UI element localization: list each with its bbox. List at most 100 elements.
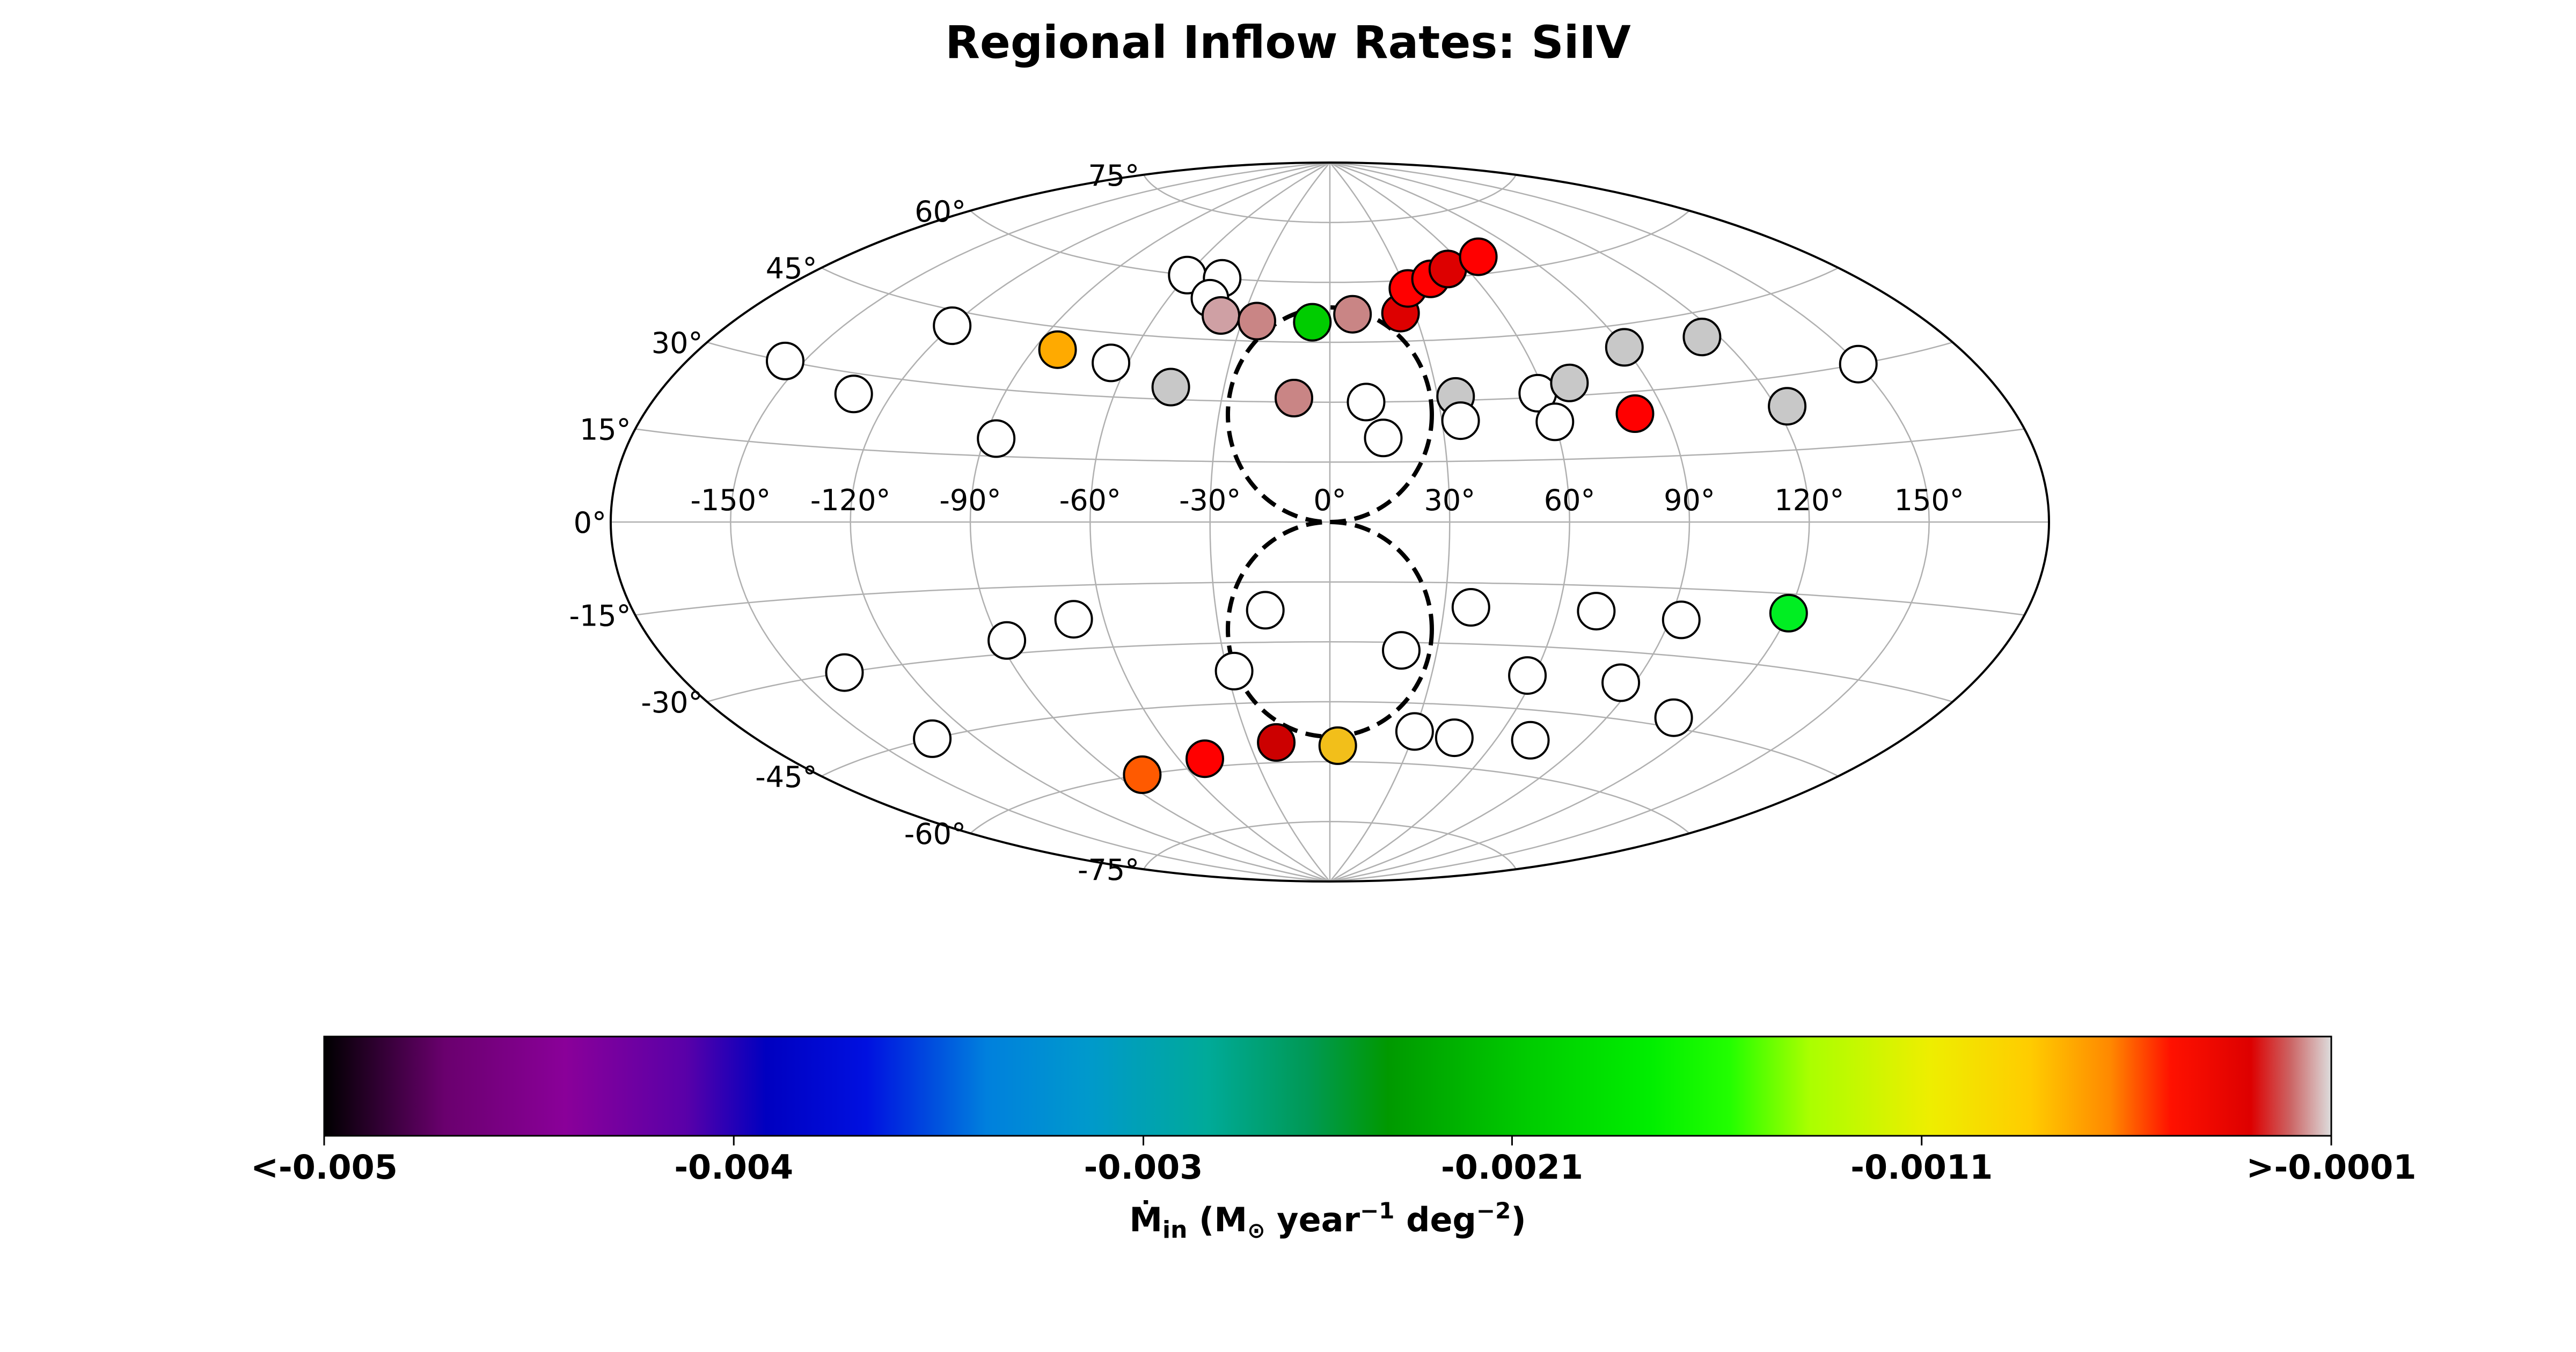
lon-tick-label: 150° xyxy=(1894,483,1964,517)
colorbar-tick-label: <-0.005 xyxy=(251,1148,398,1187)
lat-tick-label: 60° xyxy=(914,195,966,229)
data-point xyxy=(1318,726,1357,765)
data-point xyxy=(1654,698,1693,737)
data-point xyxy=(1038,330,1077,369)
colorbar-label-unit-d: ) xyxy=(1511,1200,1526,1239)
lat-tick-label: -45° xyxy=(755,760,817,794)
colorbar-label-unit-a: (M xyxy=(1187,1200,1247,1239)
data-point xyxy=(1151,368,1190,407)
data-point xyxy=(977,419,1016,458)
lon-tick-label: 60° xyxy=(1544,483,1596,517)
data-point xyxy=(1768,387,1807,426)
graticule xyxy=(611,163,2049,881)
data-point xyxy=(1185,739,1224,778)
data-point xyxy=(1346,383,1386,422)
colorbar: <-0.005 -0.004 -0.003 -0.0021 -0.0011 >-0.000… xyxy=(251,1035,2416,1244)
dashed-curve-lower xyxy=(1226,520,1434,739)
data-point xyxy=(1662,600,1701,640)
data-point xyxy=(825,653,864,692)
data-point xyxy=(1333,295,1372,334)
data-point xyxy=(1601,663,1641,702)
data-point xyxy=(1451,588,1490,627)
parallel-line xyxy=(1143,174,1517,223)
lon-tick-label: -30° xyxy=(1179,483,1241,517)
data-point xyxy=(1257,723,1296,762)
data-point xyxy=(1508,656,1547,695)
data-point xyxy=(1092,343,1131,383)
lat-tick-label: -15° xyxy=(569,599,631,633)
data-point xyxy=(1839,344,1878,384)
data-point xyxy=(1511,721,1550,760)
lon-tick-label: 30° xyxy=(1424,483,1475,517)
aitoff-map: -150° -120° -90° -60° -30° 0° 30° 60° 90° 120° 150… xyxy=(569,159,2050,887)
lat-tick-label: 45° xyxy=(766,252,817,285)
colorbar-label-unit-c: deg xyxy=(1394,1200,1476,1239)
colorbar-tick-label: >-0.0001 xyxy=(2246,1148,2417,1187)
lat-tick-label: -60° xyxy=(904,817,966,851)
data-point xyxy=(1605,328,1644,367)
data-point xyxy=(1395,712,1434,751)
data-point xyxy=(1123,755,1162,794)
parallel-line xyxy=(707,341,1953,403)
data-point xyxy=(933,306,972,346)
data-point xyxy=(1535,402,1575,442)
colorbar-tick-label: -0.0021 xyxy=(1441,1148,1583,1187)
data-point xyxy=(834,374,873,414)
data-points xyxy=(766,237,1878,794)
map-boundary xyxy=(610,161,2050,883)
data-point xyxy=(1382,631,1421,670)
parallel-line xyxy=(821,267,1839,343)
colorbar-tick-label: -0.0011 xyxy=(1850,1148,1993,1187)
data-point xyxy=(1435,718,1474,758)
colorbar-label-unit-b: year xyxy=(1265,1200,1360,1239)
lat-tick-label: 0° xyxy=(574,506,606,540)
colorbar-label-unit-sub: ⊙ xyxy=(1247,1218,1265,1243)
lon-tick-label: -150° xyxy=(691,483,771,517)
lon-tick-label: -90° xyxy=(939,483,1001,517)
data-point xyxy=(1577,592,1616,631)
lon-tick-label: -60° xyxy=(1059,483,1121,517)
parallel-line xyxy=(970,210,1690,283)
data-point xyxy=(1293,303,1332,342)
lon-tick-label: -120° xyxy=(810,483,891,517)
lat-tick-label: -30° xyxy=(641,686,702,719)
colorbar-label-unit-sup1: −1 xyxy=(1360,1197,1394,1224)
colorbar-label: Ṁin (M⊙ year−1 deg−2) xyxy=(1129,1197,1526,1244)
lat-tick-label: 75° xyxy=(1088,159,1139,193)
colorbar-bar xyxy=(323,1035,2332,1137)
lon-tick-label: 120° xyxy=(1774,483,1844,517)
parallel-line xyxy=(635,581,2025,616)
colorbar-label-unit-sup2: −2 xyxy=(1476,1197,1511,1224)
chart-title: Regional Inflow Rates: SiIV xyxy=(945,16,1631,69)
data-point xyxy=(1615,394,1655,433)
data-point xyxy=(913,719,952,758)
data-point xyxy=(1054,600,1093,639)
lat-tick-label: 15° xyxy=(580,413,631,447)
data-point xyxy=(1246,591,1285,630)
dashed-curve-upper xyxy=(1226,305,1434,524)
colorbar-label-main-sub: in xyxy=(1162,1216,1187,1244)
lon-tick-labels: -150° -120° -90° -60° -30° 0° 30° 60° 90° 120° 150… xyxy=(691,483,1964,517)
parallel-line xyxy=(1143,821,1517,870)
data-point xyxy=(1364,418,1403,458)
data-point xyxy=(987,621,1027,660)
data-point xyxy=(1550,363,1589,402)
parallel-line xyxy=(707,641,1953,703)
data-point xyxy=(766,341,804,380)
dashed-curves xyxy=(1226,305,1434,739)
data-point xyxy=(1202,296,1240,335)
colorbar-tick-label: -0.004 xyxy=(674,1148,793,1187)
parallel-line xyxy=(821,701,1839,777)
data-point xyxy=(1441,401,1480,440)
data-point xyxy=(1682,318,1722,357)
colorbar-label-main: Ṁ xyxy=(1129,1200,1162,1239)
lat-tick-labels: -75° -60° -45° -30° -15° 0° 15° 30° 45° 60° 75° xyxy=(569,159,1139,887)
lat-tick-label: -75° xyxy=(1078,853,1139,887)
lat-tick-label: 30° xyxy=(652,326,703,360)
data-point xyxy=(1214,651,1254,690)
data-point xyxy=(1459,237,1498,276)
parallel-line xyxy=(635,428,2025,463)
colorbar-ticks: <-0.005 -0.004 -0.003 -0.0021 -0.0011 >-0.000… xyxy=(251,1136,2416,1187)
lon-tick-label: 90° xyxy=(1664,483,1715,517)
